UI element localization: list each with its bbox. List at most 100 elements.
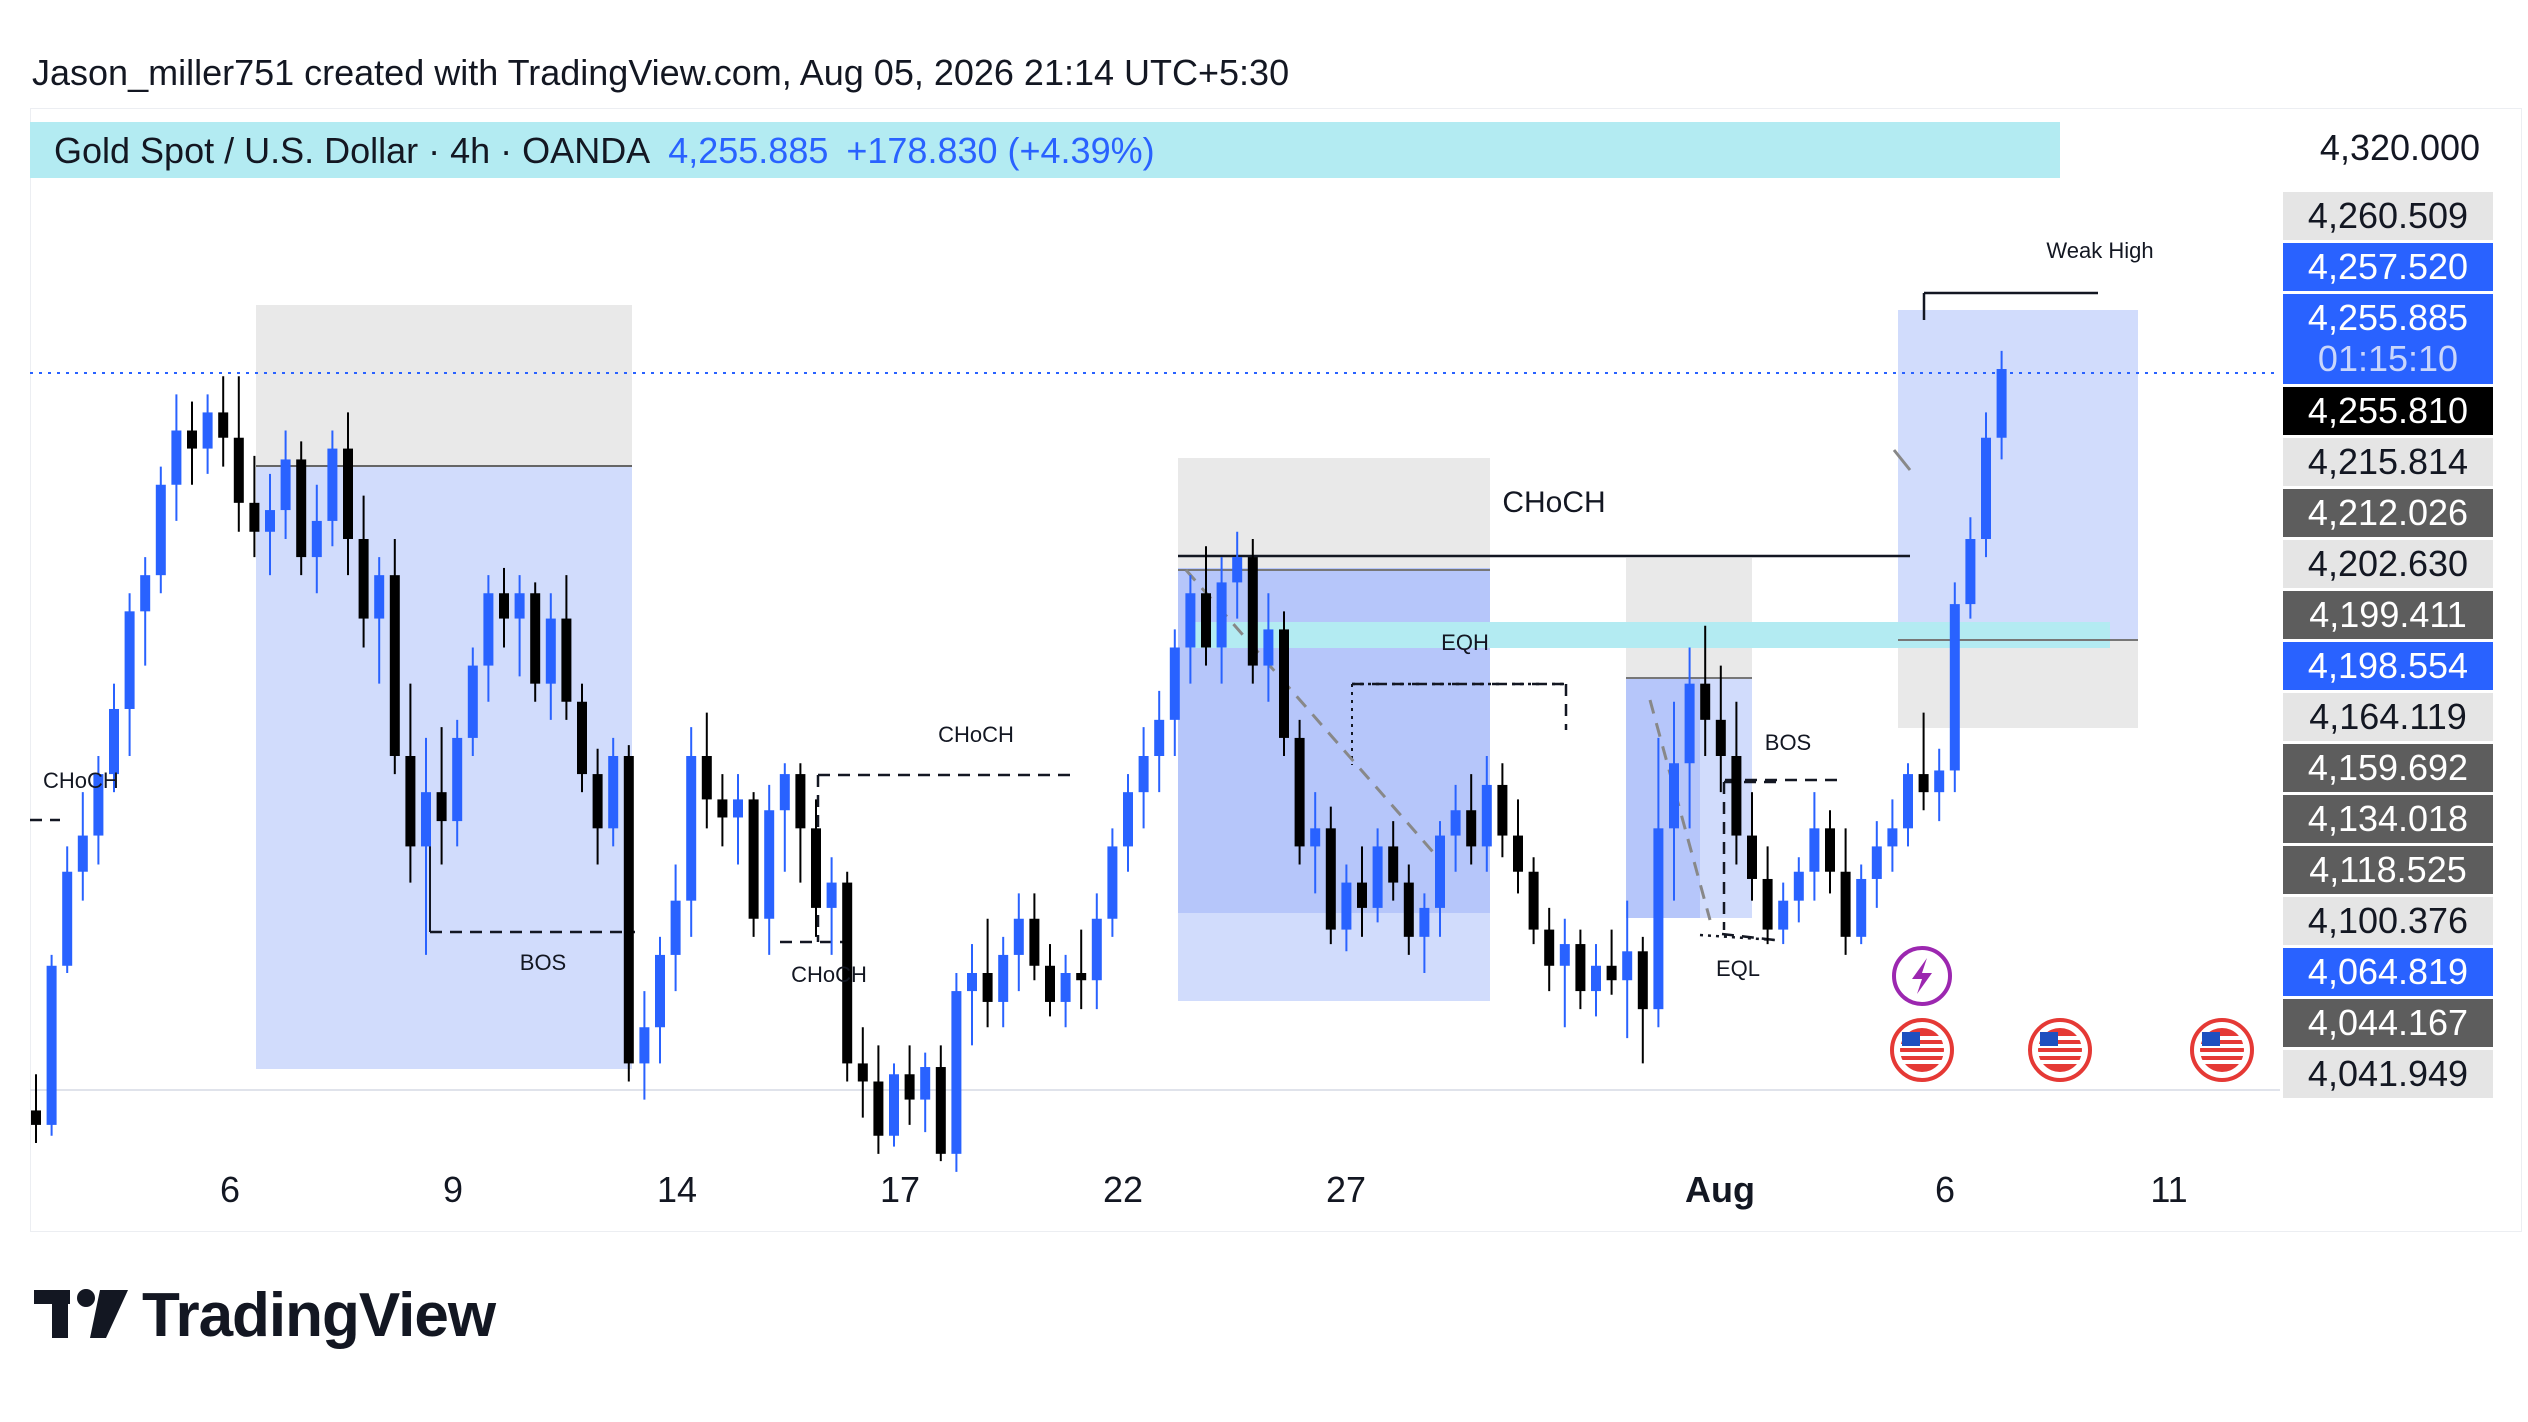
symbol-title: Gold Spot / U.S. Dollar · 4h · OANDA bbox=[54, 130, 651, 171]
chart-panel[interactable] bbox=[30, 108, 2522, 1232]
candle-body bbox=[561, 618, 572, 702]
price-label: 4,044.167 bbox=[2308, 1002, 2468, 1043]
time-tick-label: 11 bbox=[2150, 1169, 2187, 1210]
candle-body bbox=[187, 430, 197, 449]
candle-body bbox=[1606, 965, 1617, 981]
symbol-last-price: 4,255.885 bbox=[668, 130, 829, 171]
candle-body bbox=[967, 973, 977, 992]
candle-body bbox=[1481, 784, 1492, 847]
candle-body bbox=[1871, 846, 1882, 879]
annotation-label: BOS bbox=[520, 950, 566, 975]
price-label-box bbox=[2283, 243, 2493, 291]
candle-body bbox=[655, 954, 665, 1028]
price-label: 4,164.119 bbox=[2309, 696, 2466, 737]
candle-body bbox=[545, 618, 556, 684]
candle-body bbox=[1934, 770, 1945, 793]
candles-layer bbox=[31, 350, 2007, 1172]
candle-body bbox=[1637, 951, 1648, 1010]
time-tick-label: 22 bbox=[1103, 1169, 1143, 1210]
time-tick-label: 27 bbox=[1326, 1169, 1366, 1210]
candle-body bbox=[717, 799, 728, 818]
price-label: 4,257.520 bbox=[2308, 246, 2468, 287]
candle-body bbox=[1513, 835, 1523, 872]
candle-body bbox=[1341, 882, 1352, 930]
smc-zone bbox=[1898, 640, 2138, 728]
candle-body bbox=[1669, 763, 1679, 829]
flag-stripe bbox=[2038, 1036, 2082, 1040]
time-tick-label: Aug bbox=[1685, 1169, 1755, 1210]
candle-body bbox=[1965, 539, 1976, 605]
candle-body bbox=[1107, 846, 1118, 919]
price-label-box bbox=[2283, 795, 2493, 843]
candle-body bbox=[608, 756, 619, 829]
candle-body bbox=[1778, 900, 1789, 930]
candle-body bbox=[311, 520, 322, 558]
price-label: 4,198.554 bbox=[2308, 645, 2468, 686]
candle-body bbox=[374, 575, 385, 619]
candle-body bbox=[1544, 929, 1555, 966]
candle-body bbox=[1169, 647, 1180, 720]
candle-body bbox=[1840, 871, 1851, 937]
price-label-box bbox=[2283, 540, 2493, 588]
candle-body bbox=[358, 539, 369, 619]
candle-body bbox=[1528, 871, 1539, 930]
candle-body bbox=[1279, 629, 1289, 738]
annotation-label: EQL bbox=[1716, 956, 1760, 981]
candle-body bbox=[577, 701, 587, 775]
candle-body bbox=[31, 1110, 41, 1125]
price-label-box bbox=[2283, 999, 2493, 1047]
flag-stripe bbox=[2200, 1036, 2244, 1040]
candle-body bbox=[280, 459, 291, 511]
candle-body bbox=[1949, 604, 1960, 771]
tradingview-logo[interactable]: TradingView bbox=[34, 1280, 496, 1350]
candle-body bbox=[483, 593, 494, 666]
candle-body bbox=[1559, 944, 1570, 966]
candle-body bbox=[1622, 951, 1633, 981]
price-label-box bbox=[2283, 693, 2493, 741]
annotations-layer: CHoCH CHoCH BOS CHoCH EQH CHoCH BOS EQL Weak Hig… bbox=[43, 238, 2154, 987]
price-label-box bbox=[2283, 438, 2493, 486]
candle-body bbox=[155, 484, 166, 576]
candle-body bbox=[1310, 828, 1321, 847]
flag-canton bbox=[1902, 1032, 1920, 1046]
annotation-label: Weak High bbox=[2046, 238, 2153, 263]
candle-body bbox=[530, 593, 541, 684]
price-label: 4,041.949 bbox=[2308, 1053, 2468, 1094]
price-label: 4,159.692 bbox=[2308, 747, 2468, 788]
time-tick-label: 17 bbox=[880, 1169, 920, 1210]
symbol-legend[interactable]: Gold Spot / U.S. Dollar · 4h · OANDA 4,25… bbox=[30, 122, 2060, 178]
tradingview-wordmark: TradingView bbox=[142, 1280, 496, 1350]
candle-body bbox=[249, 502, 260, 532]
candle-body bbox=[62, 871, 73, 966]
candle-body bbox=[343, 448, 353, 539]
price-label-box bbox=[2283, 948, 2493, 996]
candle-body bbox=[889, 1074, 899, 1136]
candle-body bbox=[811, 828, 821, 908]
candle-body bbox=[452, 737, 463, 822]
candle-body bbox=[1091, 918, 1102, 981]
annotation-label: EQH bbox=[1441, 630, 1489, 655]
candle-body bbox=[639, 1027, 650, 1064]
candle-body bbox=[623, 756, 634, 1064]
price-label: 4,064.819 bbox=[2308, 951, 2468, 992]
flag-stripe bbox=[2200, 1044, 2244, 1048]
candle-body bbox=[1700, 683, 1711, 720]
candle-body bbox=[1793, 871, 1804, 901]
candle-body bbox=[1903, 774, 1913, 829]
candle-body bbox=[233, 437, 244, 503]
time-axis: 6 9 14 17 22 27 Aug 6 11 bbox=[220, 1169, 2188, 1210]
candle-body bbox=[920, 1067, 931, 1100]
candle-body bbox=[1154, 719, 1165, 756]
candle-body bbox=[1201, 593, 1211, 648]
candle-body bbox=[998, 954, 1009, 1002]
candle-body bbox=[467, 665, 478, 738]
candle-body bbox=[1388, 846, 1399, 883]
annotation-label: CHoCH bbox=[43, 768, 119, 793]
price-label: 4,215.814 bbox=[2308, 441, 2468, 482]
candle-body bbox=[1715, 719, 1726, 756]
price-label-box bbox=[2283, 744, 2493, 792]
price-label-box bbox=[2283, 294, 2493, 384]
price-label-box bbox=[2283, 192, 2493, 240]
candlestick-chart[interactable]: CHoCH CHoCH BOS CHoCH EQH CHoCH BOS EQL Weak Hig… bbox=[0, 0, 2528, 1240]
candle-body bbox=[1232, 557, 1243, 583]
